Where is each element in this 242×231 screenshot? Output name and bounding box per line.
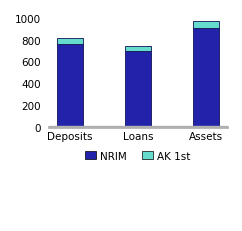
Bar: [193, 22, 219, 29]
Bar: [147, 47, 151, 51]
Bar: [147, 51, 151, 127]
Bar: [215, 29, 219, 127]
Legend: NRIM, AK 1st: NRIM, AK 1st: [81, 147, 195, 165]
Bar: [57, 38, 83, 45]
Bar: [79, 45, 83, 127]
Bar: [57, 45, 83, 127]
Bar: [215, 22, 219, 29]
Bar: [125, 51, 151, 127]
Bar: [193, 29, 219, 127]
Bar: [79, 38, 83, 45]
Bar: [125, 47, 151, 51]
Bar: [49, 126, 227, 129]
